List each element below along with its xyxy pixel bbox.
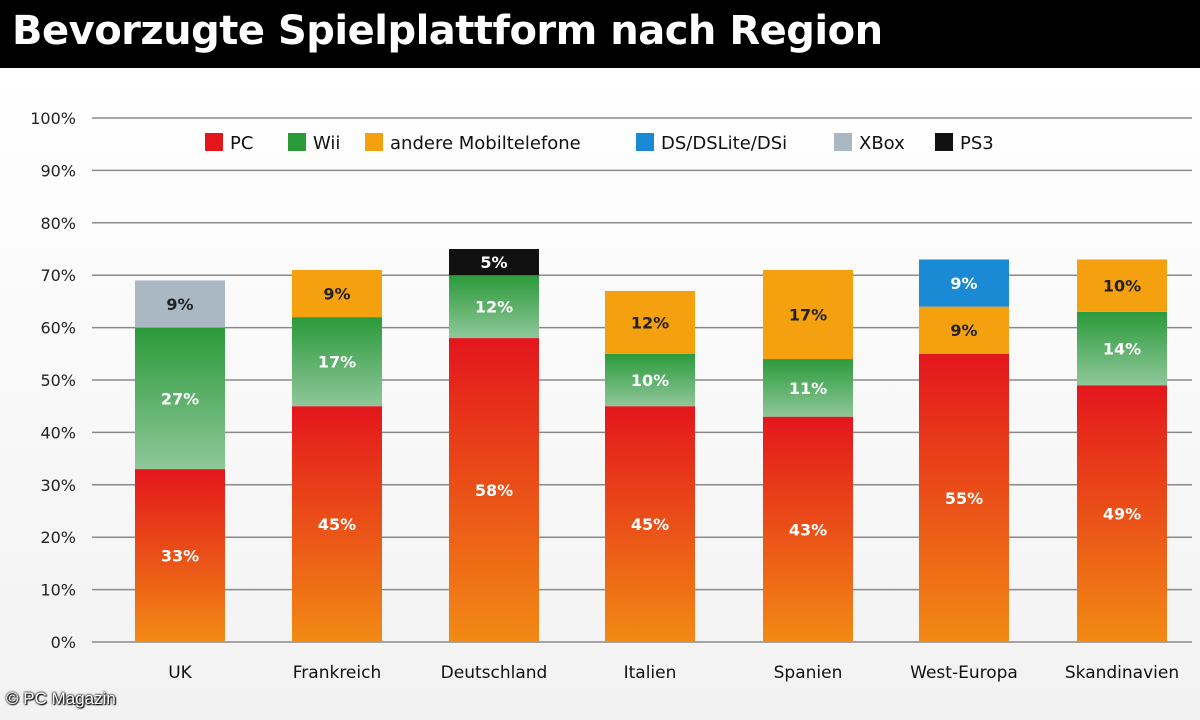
data-label: 27%	[161, 389, 199, 408]
bar-segment-andere-mobiltelefone	[292, 269, 382, 318]
bar-segment-pc	[919, 353, 1009, 642]
y-tick-label: 40%	[40, 423, 76, 442]
legend-label: Wii	[313, 133, 340, 154]
data-label: 17%	[789, 306, 827, 325]
data-label: 14%	[1103, 340, 1141, 359]
legend-label: andere Mobiltelefone	[390, 133, 581, 154]
x-tick-label: Skandinavien	[1065, 663, 1179, 683]
bar-segment-pc	[449, 338, 539, 642]
legend-label: PC	[230, 133, 253, 154]
data-label: 12%	[631, 313, 669, 332]
title-bar: Bevorzugte Spielplattform nach Region	[0, 0, 1200, 68]
bar-segment-wii	[292, 317, 382, 407]
legend-swatch-andere-mobiltelefone	[365, 133, 383, 151]
y-tick-label: 80%	[40, 214, 76, 233]
bar-segment-ps3	[449, 249, 539, 276]
y-tick-label: 60%	[40, 319, 76, 338]
data-label: 58%	[475, 481, 513, 500]
bar-segment-andere-mobiltelefone	[919, 306, 1009, 354]
bar-segment-pc	[1077, 385, 1167, 642]
data-label: 11%	[789, 379, 827, 398]
bar-segment-wii	[605, 353, 695, 407]
data-label: 10%	[631, 371, 669, 390]
legend-label: DS/DSLite/DSi	[661, 133, 787, 154]
bar-segment-wii	[1077, 311, 1167, 386]
data-label: 12%	[475, 298, 513, 317]
chart: 0% 10% 20% 30% 40% 50% 60% 70% 80% 90% 100% 33% 27% 9…	[30, 109, 1192, 683]
data-label: 10%	[1103, 277, 1141, 296]
legend-label: PS3	[960, 133, 994, 154]
legend-swatch-ds-dslite-dsi	[636, 133, 654, 151]
y-tick-label: 30%	[40, 476, 76, 495]
bar-segment-andere-mobiltelefone	[763, 269, 853, 360]
bar-segment-pc	[763, 416, 853, 642]
bar-segment-pc	[292, 406, 382, 642]
x-tick-label: Italien	[624, 663, 677, 683]
x-tick-label: Deutschland	[441, 663, 548, 683]
y-tick-label: 90%	[40, 161, 76, 180]
plot-area: 0% 10% 20% 30% 40% 50% 60% 70% 80% 90% 100% 33% 27% 9…	[0, 68, 1200, 720]
y-tick-label: 70%	[40, 266, 76, 285]
data-label: 5%	[480, 253, 507, 272]
bar-segment-pc	[605, 406, 695, 642]
bar-segment-xbox	[135, 280, 225, 328]
bar-segment-wii	[763, 359, 853, 417]
legend-label: XBox	[859, 133, 905, 154]
legend-swatch-pc	[205, 133, 223, 151]
data-label: 33%	[161, 547, 199, 566]
x-tick-label: Frankreich	[293, 663, 382, 683]
y-tick-label: 10%	[40, 581, 76, 600]
bar-segment-wii	[135, 327, 225, 470]
data-label: 9%	[323, 285, 350, 304]
y-tick-label: 20%	[40, 528, 76, 547]
x-tick-label: Spanien	[774, 663, 843, 683]
data-label: 9%	[950, 321, 977, 340]
bar-segment-wii	[449, 275, 539, 339]
legend-swatch-xbox	[834, 133, 852, 151]
legend-swatch-ps3	[935, 133, 953, 151]
bar-segment-andere-mobiltelefone	[605, 290, 695, 354]
data-label: 9%	[166, 295, 193, 314]
x-tick-label: West-Europa	[910, 663, 1018, 683]
x-tick-label: UK	[168, 663, 192, 683]
bar-segment-pc	[135, 469, 225, 642]
data-label: 55%	[945, 489, 983, 508]
copyright-credit: © PC Magazin	[6, 689, 116, 708]
data-label: 17%	[318, 353, 356, 372]
y-tick-label: 0%	[51, 633, 76, 652]
y-tick-label: 50%	[40, 371, 76, 390]
y-tick-label: 100%	[30, 109, 76, 128]
data-label: 9%	[950, 274, 977, 293]
bar-segment-andere-mobiltelefone	[1077, 259, 1167, 312]
bar-segment-ds-dslite-dsi	[919, 259, 1009, 307]
data-label: 43%	[789, 520, 827, 539]
chart-title: Bevorzugte Spielplattform nach Region	[12, 8, 883, 54]
data-label: 45%	[631, 515, 669, 534]
data-label: 49%	[1103, 505, 1141, 524]
data-label: 45%	[318, 515, 356, 534]
legend-swatch-wii	[288, 133, 306, 151]
